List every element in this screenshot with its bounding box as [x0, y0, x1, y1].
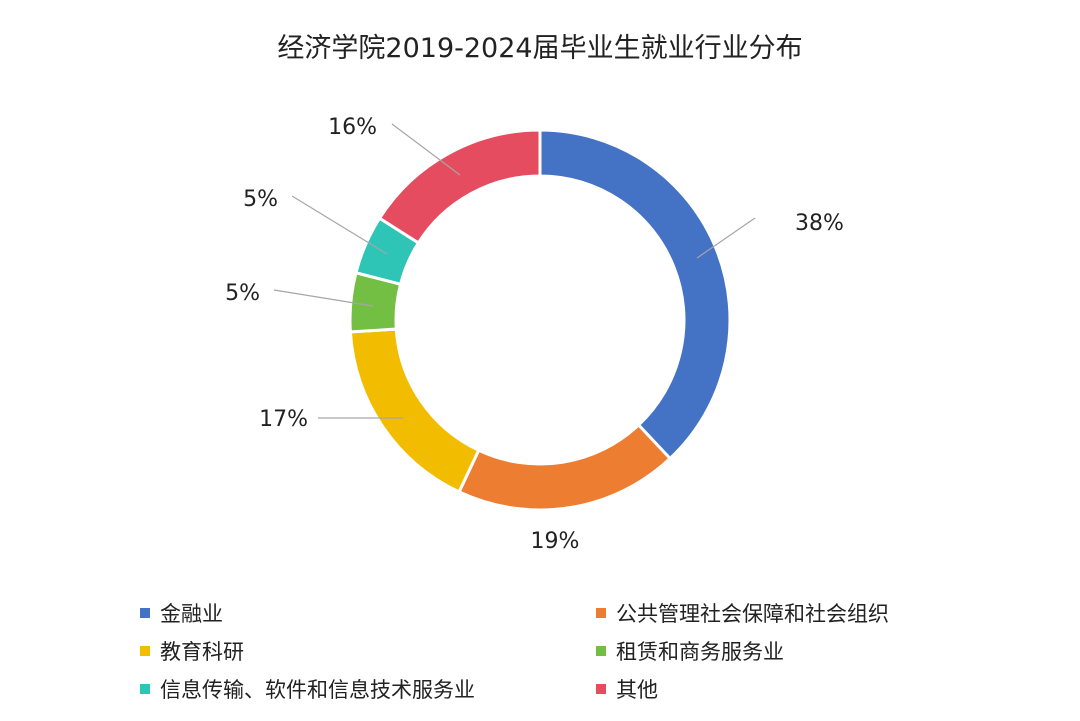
donut-slice-3 [348, 327, 481, 494]
legend-label: 信息传输、软件和信息技术服务业 [160, 678, 475, 702]
donut-slice-6 [377, 128, 542, 245]
donut-chart: 38% 19% 17% 5% 5% 16% [225, 115, 844, 554]
legend-item: 租赁和商务服务业 [596, 636, 784, 666]
legend-label: 租赁和商务服务业 [616, 640, 784, 664]
leader-line-5 [291, 195, 388, 255]
data-label-5: 5% [243, 187, 278, 212]
legend-item: 信息传输、软件和信息技术服务业 [140, 674, 475, 704]
donut-slice-1 [538, 128, 732, 461]
leader-line-1 [696, 217, 756, 259]
data-label-3: 17% [259, 407, 308, 432]
legend-label: 金融业 [160, 602, 223, 626]
legend-swatch [596, 646, 606, 656]
legend-swatch [596, 608, 606, 618]
leader-lines [273, 123, 756, 419]
data-label-2: 19% [531, 529, 580, 554]
legend-swatch [140, 684, 150, 694]
data-label-6: 16% [328, 115, 377, 140]
legend-label: 公共管理社会保障和社会组织 [616, 602, 889, 626]
legend-swatch [140, 608, 150, 618]
legend-item: 金融业 [140, 598, 223, 628]
data-labels: 38% 19% 17% 5% 5% 16% [225, 115, 844, 554]
legend-label: 其他 [616, 678, 658, 702]
chart-title: 经济学院2019-2024届毕业生就业行业分布 [277, 33, 803, 64]
legend-item: 公共管理社会保障和社会组织 [596, 598, 889, 628]
legend-item: 教育科研 [140, 636, 244, 666]
data-label-4: 5% [225, 281, 260, 306]
data-label-1: 38% [795, 211, 844, 236]
legend-swatch [140, 646, 150, 656]
legend-item: 其他 [596, 674, 658, 704]
leader-line-6 [391, 123, 461, 176]
legend-label: 教育科研 [160, 640, 244, 664]
donut-slice-2 [457, 422, 673, 512]
leader-line-4 [273, 289, 374, 307]
legend-swatch [596, 684, 606, 694]
donut-slices [348, 128, 732, 512]
